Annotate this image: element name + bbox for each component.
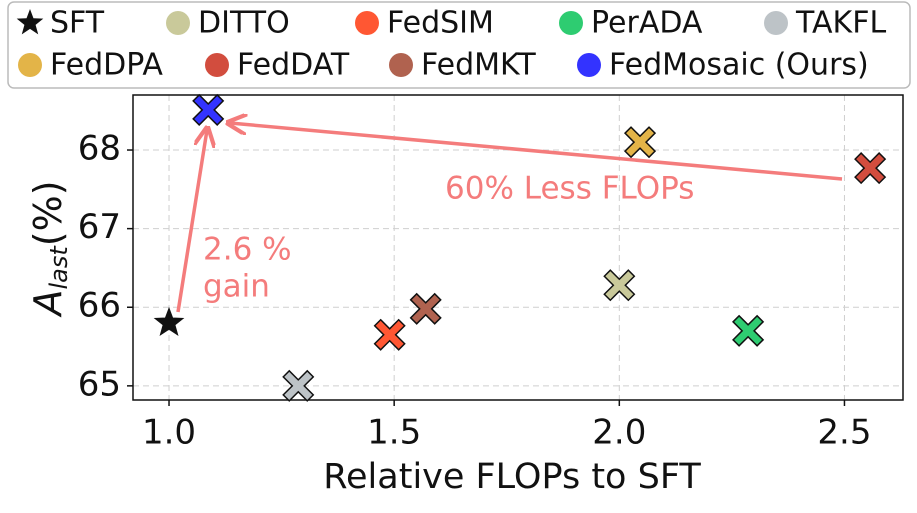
point <box>623 126 657 159</box>
legend-marker <box>764 11 788 35</box>
legend-marker <box>577 53 601 77</box>
legend-label: FedMosaic (Ours) <box>609 48 869 83</box>
legend-marker <box>18 53 42 77</box>
x-tick-label: 2.5 <box>817 413 871 453</box>
legend-marker <box>389 53 413 77</box>
x-tick-label: 1.0 <box>142 413 196 453</box>
point <box>854 152 887 185</box>
legend-marker <box>205 53 229 77</box>
x-axis-label: Relative FLOPs to SFT <box>323 457 701 497</box>
legend-label: PerADA <box>591 6 703 41</box>
y-tick-label: 66 <box>78 286 121 326</box>
point <box>282 369 315 402</box>
legend-label: TAKFL <box>795 6 886 41</box>
legend-label: FedDPA <box>50 48 163 83</box>
arrow <box>230 123 843 181</box>
y-tick-label: 67 <box>78 207 121 247</box>
legend <box>7 1 911 89</box>
legend-label: DITTO <box>198 6 290 41</box>
annotation: 60% Less FLOPs <box>445 171 694 207</box>
y-axis-label: Alast(%) <box>26 180 74 318</box>
y-tick-label: 65 <box>78 364 121 404</box>
point <box>192 93 225 126</box>
y-label-suffix: (%) <box>26 180 70 246</box>
legend-label: SFT <box>50 6 105 41</box>
y-tick-label: 68 <box>78 129 121 169</box>
legend-marker <box>166 11 190 35</box>
legend-marker <box>559 11 583 35</box>
y-label-main: A <box>26 290 70 319</box>
plot-area: 65 66 67 68 1.0 1.5 2.0 2.5 <box>78 93 904 453</box>
arrow <box>176 130 207 313</box>
legend-marker <box>16 9 44 35</box>
legend-items: SFT DITTO FedSIM PerADA TAKFL FedDPA FedDAT Fed… <box>16 6 886 83</box>
legend-label: FedDAT <box>237 48 350 83</box>
y-label-sub: last <box>45 245 73 290</box>
legend-label: FedSIM <box>387 6 494 41</box>
axes-frame <box>132 94 904 401</box>
annotation: 2.6 % <box>203 232 292 268</box>
legend-label: FedMKT <box>421 48 536 83</box>
legend-marker <box>355 11 379 35</box>
point <box>373 318 406 351</box>
point <box>732 314 765 347</box>
x-tick-label: 2.0 <box>592 413 646 453</box>
x-tick-label: 1.5 <box>367 413 421 453</box>
point <box>153 306 185 337</box>
point <box>409 292 442 325</box>
annotation: gain <box>203 269 270 305</box>
point <box>603 269 636 302</box>
